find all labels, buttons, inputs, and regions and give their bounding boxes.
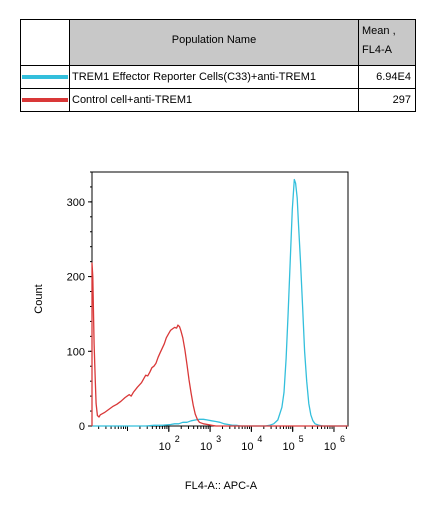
x-tick-exponent: 3 — [216, 434, 221, 444]
y-tick-label: 100 — [67, 346, 85, 358]
x-axis: 10 2 10 3 10 4 10 5 10 6 — [98, 426, 347, 453]
x-axis-label: FL4-A:: APC-A — [185, 480, 258, 492]
x-tick-label: 10 — [159, 441, 171, 453]
x-tick-label: 10 — [324, 441, 336, 453]
y-tick-label: 300 — [67, 197, 85, 209]
y-axis: 0 100 200 300 — [67, 171, 92, 433]
x-tick-label: 10 — [241, 441, 253, 453]
x-tick-label: 10 — [283, 441, 295, 453]
x-tick-exponent: 2 — [175, 434, 180, 444]
plot-frame — [91, 171, 349, 427]
series-group — [91, 178, 348, 427]
header-blank-cell — [20, 19, 70, 66]
legend-row: TREM1 Effector Reporter Cells(C33)+anti-… — [20, 65, 416, 89]
x-tick-exponent: 5 — [299, 434, 304, 444]
header-mean-parameter: FL4-A — [362, 44, 392, 56]
x-tick-exponent: 4 — [257, 434, 262, 444]
y-axis-label: Count — [33, 284, 45, 313]
legend-row-mean: 6.94E4 — [358, 65, 416, 89]
y-tick-label: 0 — [79, 421, 85, 433]
legend-row: Control cell+anti-TREM1 297 — [20, 88, 416, 112]
header-mean-label: Mean , — [362, 25, 396, 37]
legend-header-row: Population Name Mean , FL4-A — [20, 19, 416, 66]
series-line-0 — [92, 178, 348, 427]
legend-row-mean: 297 — [358, 88, 416, 112]
series-line-1 — [91, 262, 348, 427]
x-tick-exponent: 6 — [340, 434, 345, 444]
legend-row-name: Control cell+anti-TREM1 — [69, 88, 359, 112]
header-population-name-label: Population Name — [171, 33, 257, 46]
legend-swatch — [22, 75, 68, 79]
header-mean: Mean , FL4-A — [358, 19, 416, 66]
legend-swatch — [22, 98, 68, 102]
legend-swatch-cell — [20, 88, 70, 112]
header-population-name: Population Name — [69, 19, 359, 66]
x-tick-label: 10 — [200, 441, 212, 453]
y-tick-label: 200 — [67, 272, 85, 284]
legend-table: Population Name Mean , FL4-A TREM1 Effec… — [20, 19, 416, 112]
